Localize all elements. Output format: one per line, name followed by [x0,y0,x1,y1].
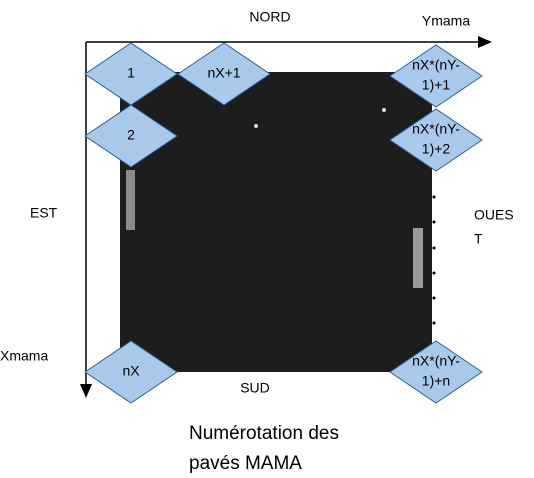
east-label: EST [30,205,58,221]
tile-label: nX*(nY- [412,121,460,137]
tile-label: nX [122,363,140,379]
tile-label: nX*(nY- [412,353,460,369]
west-label: OUES [474,207,514,223]
arrow-head [478,36,492,48]
ellipsis [433,196,436,325]
tile-label: 1)+2 [422,141,451,157]
tile-label: 1)+n [422,373,450,389]
tile-label: 1)+1 [422,77,451,93]
x-axis-label: Xmama [0,348,48,364]
tile-label: nX+1 [207,65,240,81]
image-strip [413,228,423,288]
tile-label: 1 [127,65,135,81]
tile-label: 2 [127,127,135,143]
image-strip [126,170,135,230]
arrow-head [80,384,92,398]
west-label: T [474,231,483,247]
tile-label: nX*(nY- [412,57,460,73]
diagram: 1 2 nX+1 nX*(nY- 1)+1 nX*(nY- 1)+2 nX*(nY- 1)+n n… [0,0,534,478]
y-axis-label: Ymama [422,13,470,29]
south-label: SUD [240,380,270,396]
north-label: NORD [249,9,290,25]
caption: Numérotation des [189,423,339,444]
caption: pavés MAMA [189,453,302,474]
image-spot [254,124,258,128]
image-spot [382,108,386,112]
mama-image [120,72,432,372]
